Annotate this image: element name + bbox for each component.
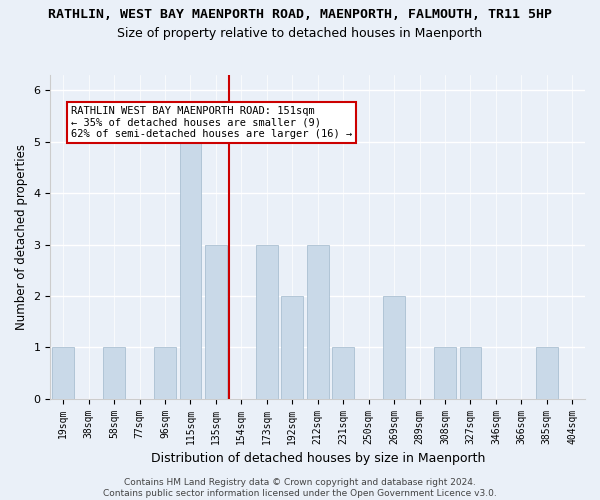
Bar (383, 296, 405, 398)
Bar (256, 244, 278, 398)
X-axis label: Distribution of detached houses by size in Maenporth: Distribution of detached houses by size … (151, 452, 485, 465)
Text: Contains HM Land Registry data © Crown copyright and database right 2024.
Contai: Contains HM Land Registry data © Crown c… (103, 478, 497, 498)
Y-axis label: Number of detached properties: Number of detached properties (15, 144, 28, 330)
Bar (536, 348, 557, 399)
Bar (205, 244, 227, 398)
Text: RATHLIN WEST BAY MAENPORTH ROAD: 151sqm
← 35% of detached houses are smaller (9): RATHLIN WEST BAY MAENPORTH ROAD: 151sqm … (71, 106, 352, 139)
Text: Size of property relative to detached houses in Maenporth: Size of property relative to detached ho… (118, 28, 482, 40)
Bar (434, 348, 456, 399)
Bar (103, 348, 125, 399)
Bar (332, 348, 354, 399)
Bar (460, 348, 481, 399)
Bar (307, 244, 329, 398)
Bar (281, 296, 303, 398)
Bar (179, 142, 201, 399)
Bar (154, 348, 176, 399)
Text: RATHLIN, WEST BAY MAENPORTH ROAD, MAENPORTH, FALMOUTH, TR11 5HP: RATHLIN, WEST BAY MAENPORTH ROAD, MAENPO… (48, 8, 552, 20)
Bar (52, 348, 74, 399)
